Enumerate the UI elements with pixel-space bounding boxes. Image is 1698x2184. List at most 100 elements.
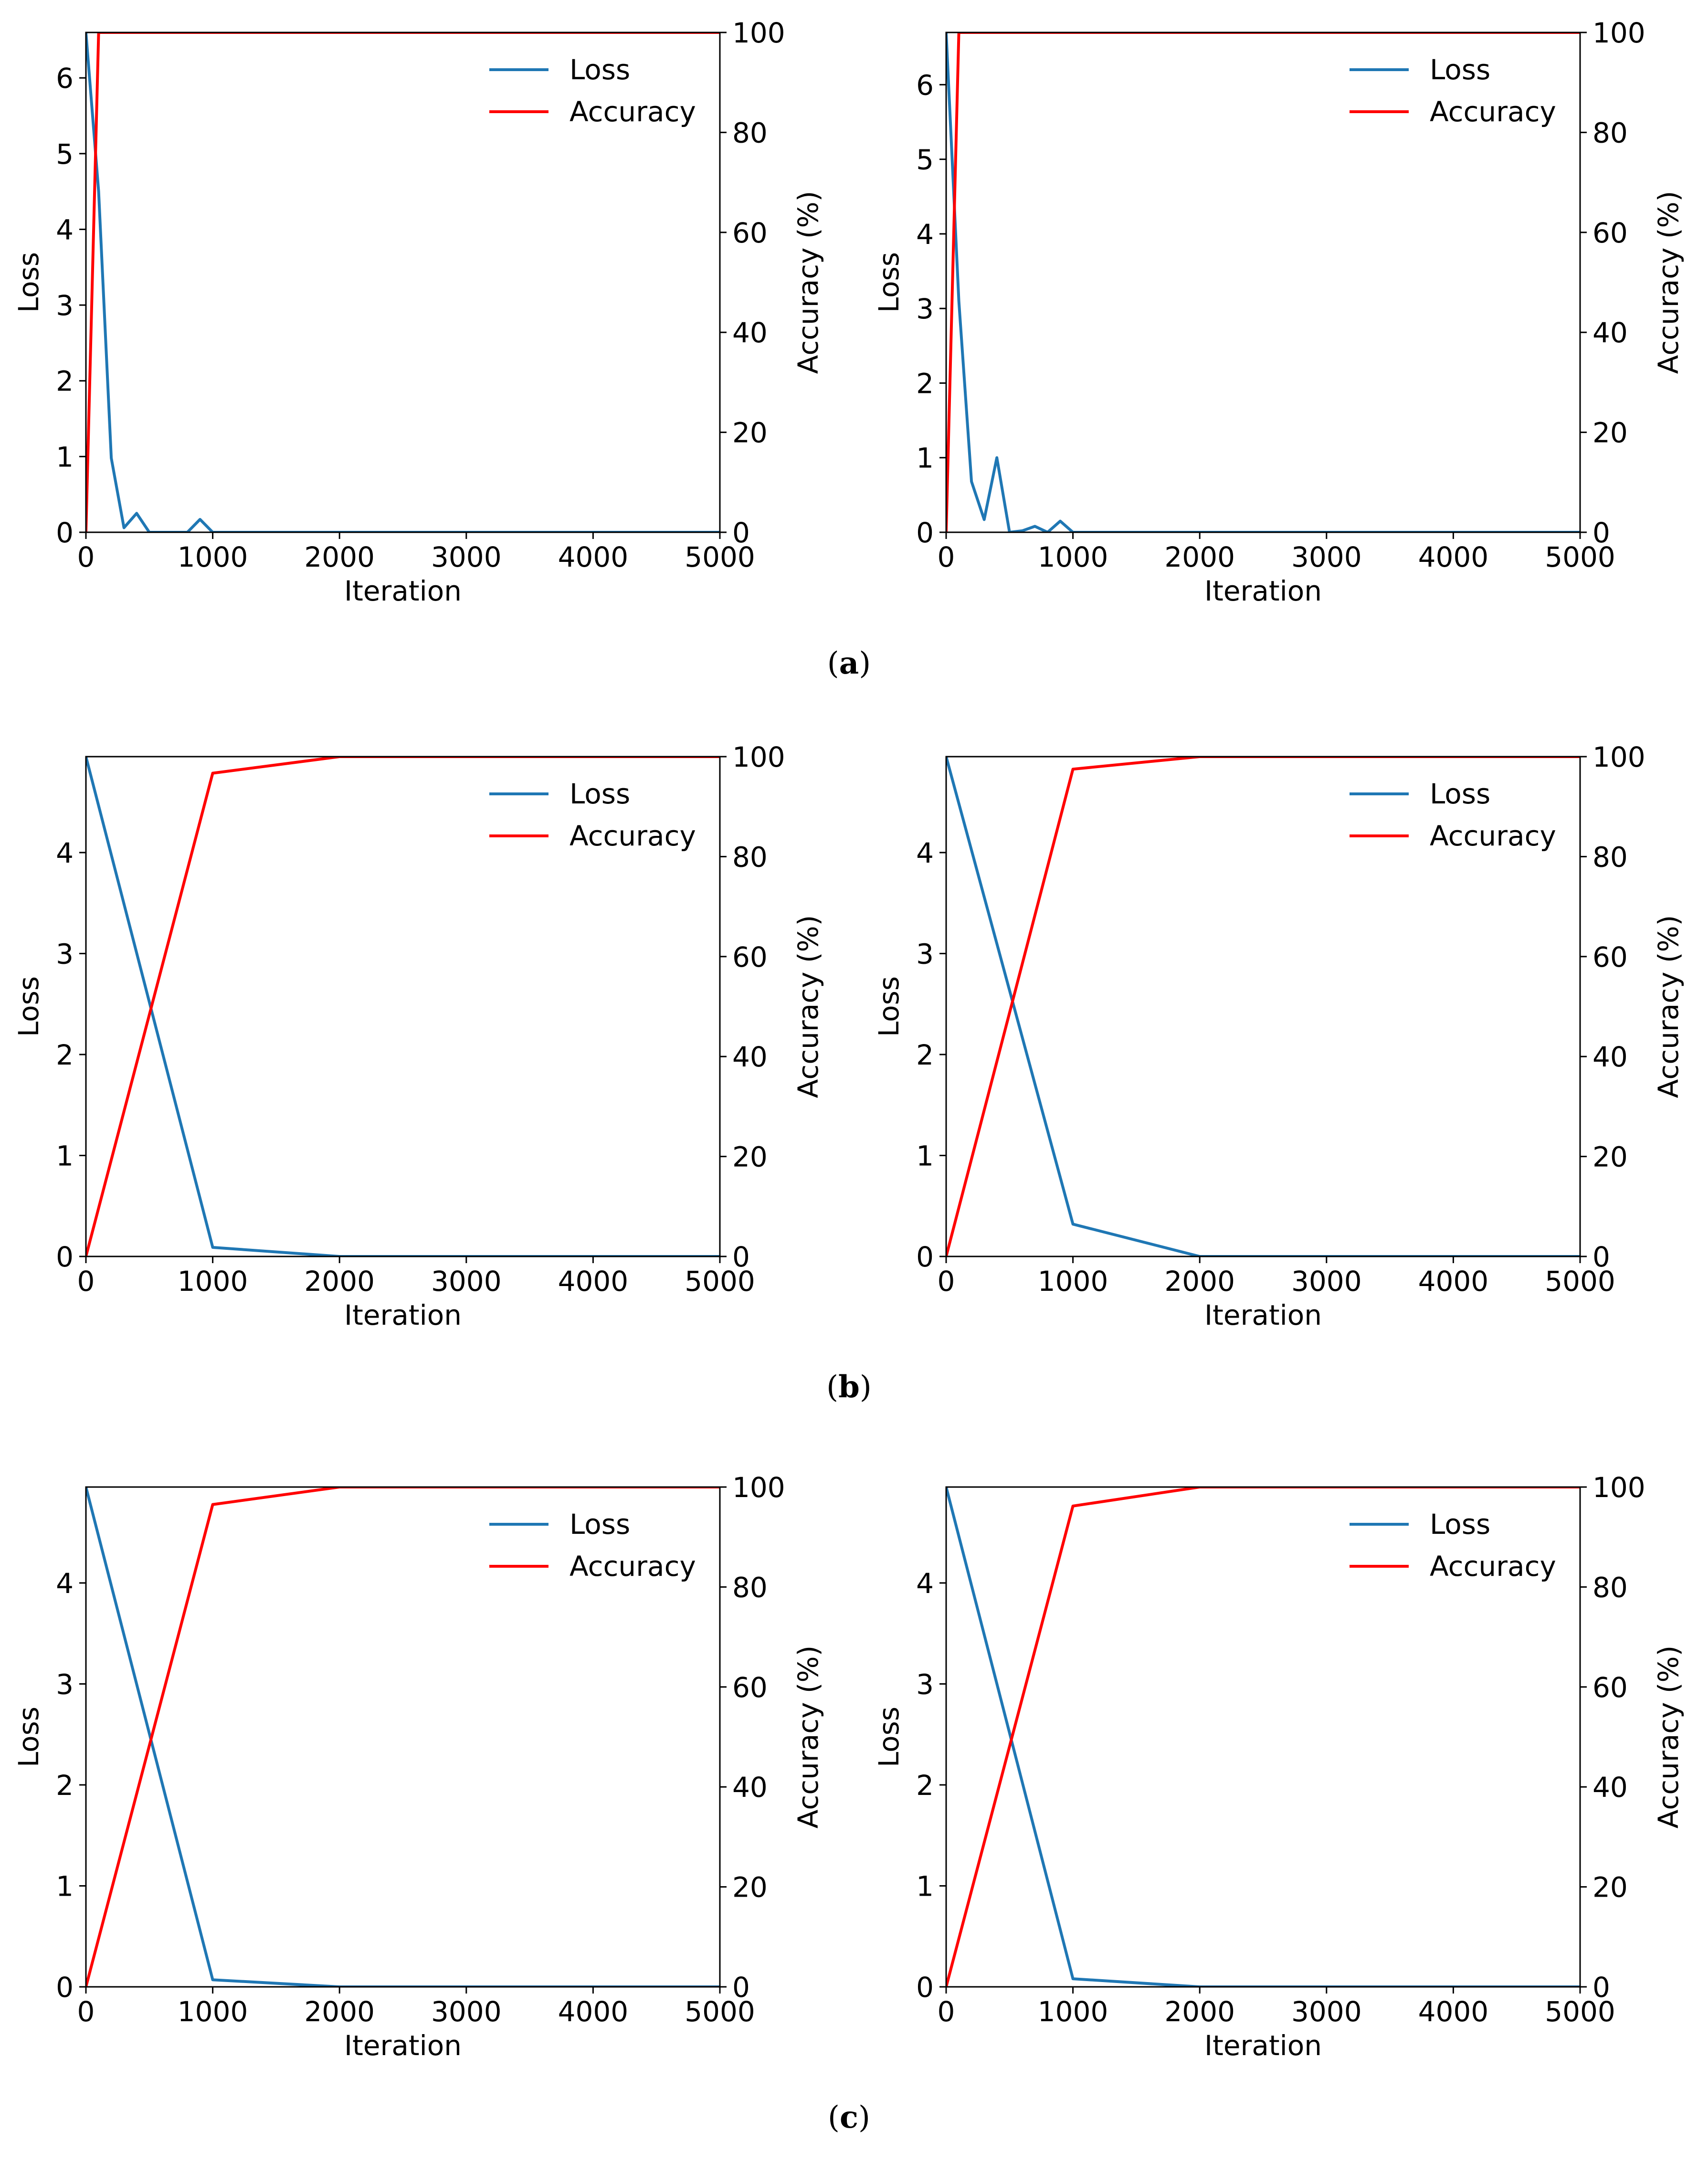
y-tick-label: 1 bbox=[56, 1139, 74, 1172]
y-tick-label: 2 bbox=[56, 1039, 74, 1071]
series-line-accuracy bbox=[946, 757, 1580, 1256]
y-tick-label: 0 bbox=[916, 517, 934, 549]
y2-axis-label: Accuracy (%) bbox=[1652, 915, 1685, 1098]
x-axis-label: Iteration bbox=[1204, 575, 1322, 607]
y-tick-label: 6 bbox=[56, 62, 74, 95]
y-tick-label: 0 bbox=[56, 517, 74, 549]
y2-tick-label: 0 bbox=[732, 1971, 750, 2004]
x-tick-label: 4000 bbox=[1418, 1995, 1489, 2028]
y2-axis-label: Accuracy (%) bbox=[1652, 191, 1685, 374]
x-tick-label: 1000 bbox=[1038, 1995, 1108, 2028]
y-tick-label: 1 bbox=[916, 1139, 934, 1172]
y2-tick-label: 100 bbox=[1593, 17, 1645, 49]
x-tick-label: 0 bbox=[77, 1995, 95, 2028]
series-line-loss bbox=[86, 1487, 720, 1987]
y-tick-label: 4 bbox=[56, 1567, 74, 1600]
y2-axis-label: Accuracy (%) bbox=[792, 915, 824, 1098]
x-tick-label: 5000 bbox=[1545, 1265, 1615, 1298]
y2-tick-label: 40 bbox=[1593, 317, 1628, 349]
legend: Loss Accuracy bbox=[1350, 1508, 1556, 1583]
x-tick-label: 5000 bbox=[685, 541, 755, 573]
x-axis-label: Iteration bbox=[1204, 1299, 1322, 1331]
series-line-loss bbox=[946, 32, 1580, 532]
x-tick-label: 3000 bbox=[431, 1265, 502, 1298]
y-axis-label: Loss bbox=[873, 1707, 905, 1767]
legend: Loss Accuracy bbox=[489, 53, 696, 128]
y2-tick-label: 20 bbox=[732, 1871, 768, 1904]
x-tick-label: 3000 bbox=[431, 1995, 502, 2028]
x-tick-label: 1000 bbox=[1038, 541, 1108, 573]
y2-tick-label: 40 bbox=[732, 1771, 768, 1804]
legend-label-accuracy: Accuracy bbox=[570, 1550, 696, 1583]
legend-label-loss: Loss bbox=[570, 1508, 630, 1540]
y-tick-label: 1 bbox=[916, 1870, 934, 1902]
y-tick-label: 3 bbox=[56, 1668, 74, 1700]
y-axis-label: Loss bbox=[873, 976, 905, 1037]
series-line-loss bbox=[86, 757, 720, 1256]
y-tick-label: 2 bbox=[916, 1769, 934, 1802]
y2-tick-label: 0 bbox=[1593, 1971, 1610, 2004]
legend: Loss Accuracy bbox=[1350, 778, 1556, 852]
x-tick-label: 2000 bbox=[304, 1265, 375, 1298]
chart-a-left: 0 1000 2000 3000 4000 50000123456020406080100… bbox=[12, 17, 824, 607]
legend: Loss Accuracy bbox=[1350, 53, 1556, 128]
y-tick-label: 6 bbox=[916, 69, 934, 101]
y2-axis-label: Accuracy (%) bbox=[792, 1646, 824, 1829]
y2-tick-label: 20 bbox=[1593, 1871, 1628, 1904]
plot-frame bbox=[85, 32, 721, 533]
x-tick-label: 0 bbox=[938, 1265, 955, 1298]
y-tick-label: 3 bbox=[916, 938, 934, 970]
x-tick-label: 5000 bbox=[1545, 541, 1615, 573]
legend-label-accuracy: Accuracy bbox=[1430, 820, 1556, 852]
y-tick-label: 1 bbox=[916, 442, 934, 475]
legend: Loss Accuracy bbox=[489, 1508, 696, 1583]
y2-tick-label: 60 bbox=[732, 217, 768, 249]
x-tick-label: 4000 bbox=[558, 1265, 629, 1298]
y2-tick-label: 0 bbox=[1593, 517, 1610, 549]
chart-b-left: 0 1000 2000 3000 4000 500001234020406080100It… bbox=[12, 741, 824, 1331]
x-tick-label: 2000 bbox=[1164, 541, 1235, 573]
y-tick-label: 3 bbox=[916, 293, 934, 325]
x-axis-label: Iteration bbox=[344, 1299, 462, 1331]
y2-tick-label: 80 bbox=[1593, 116, 1628, 149]
x-axis-label: Iteration bbox=[344, 2029, 462, 2062]
y2-tick-label: 0 bbox=[732, 1241, 750, 1273]
y-tick-label: 1 bbox=[56, 1870, 74, 1902]
panel-caption-c: (c) bbox=[828, 2100, 870, 2135]
chart-c-right: 0 1000 2000 3000 4000 500001234020406080100It… bbox=[873, 1471, 1685, 2062]
y-tick-label: 4 bbox=[916, 837, 934, 869]
x-tick-label: 5000 bbox=[685, 1265, 755, 1298]
x-tick-label: 1000 bbox=[178, 1265, 248, 1298]
y2-tick-label: 40 bbox=[732, 317, 768, 349]
y2-tick-label: 20 bbox=[732, 1141, 768, 1173]
legend-label-accuracy: Accuracy bbox=[570, 820, 696, 852]
legend-label-loss: Loss bbox=[1430, 53, 1490, 86]
y-tick-label: 3 bbox=[56, 938, 74, 970]
plot-frame bbox=[85, 1486, 721, 1988]
x-tick-label: 5000 bbox=[685, 1995, 755, 2028]
y2-axis-label: Accuracy (%) bbox=[792, 191, 824, 374]
y2-tick-label: 60 bbox=[1593, 217, 1628, 249]
y2-tick-label: 80 bbox=[732, 116, 768, 149]
series-line-accuracy bbox=[86, 1487, 720, 1987]
x-tick-label: 0 bbox=[77, 541, 95, 573]
x-tick-label: 3000 bbox=[1291, 1995, 1362, 2028]
y-tick-label: 2 bbox=[56, 365, 74, 398]
x-tick-label: 1000 bbox=[1038, 1265, 1108, 1298]
y2-tick-label: 100 bbox=[1593, 741, 1645, 773]
x-tick-label: 1000 bbox=[178, 541, 248, 573]
y-tick-label: 0 bbox=[56, 1971, 74, 2004]
x-tick-label: 3000 bbox=[1291, 541, 1362, 573]
x-tick-label: 0 bbox=[938, 541, 955, 573]
legend-label-loss: Loss bbox=[570, 53, 630, 86]
x-tick-label: 3000 bbox=[431, 541, 502, 573]
series-line-loss bbox=[946, 1487, 1580, 1987]
panel-caption-a: (a) bbox=[827, 645, 871, 681]
y-tick-label: 5 bbox=[56, 138, 74, 170]
x-tick-label: 0 bbox=[938, 1995, 955, 2028]
y2-tick-label: 80 bbox=[732, 1571, 768, 1604]
y-tick-label: 0 bbox=[916, 1241, 934, 1273]
x-tick-label: 2000 bbox=[304, 1995, 375, 2028]
y2-tick-label: 0 bbox=[732, 517, 750, 549]
